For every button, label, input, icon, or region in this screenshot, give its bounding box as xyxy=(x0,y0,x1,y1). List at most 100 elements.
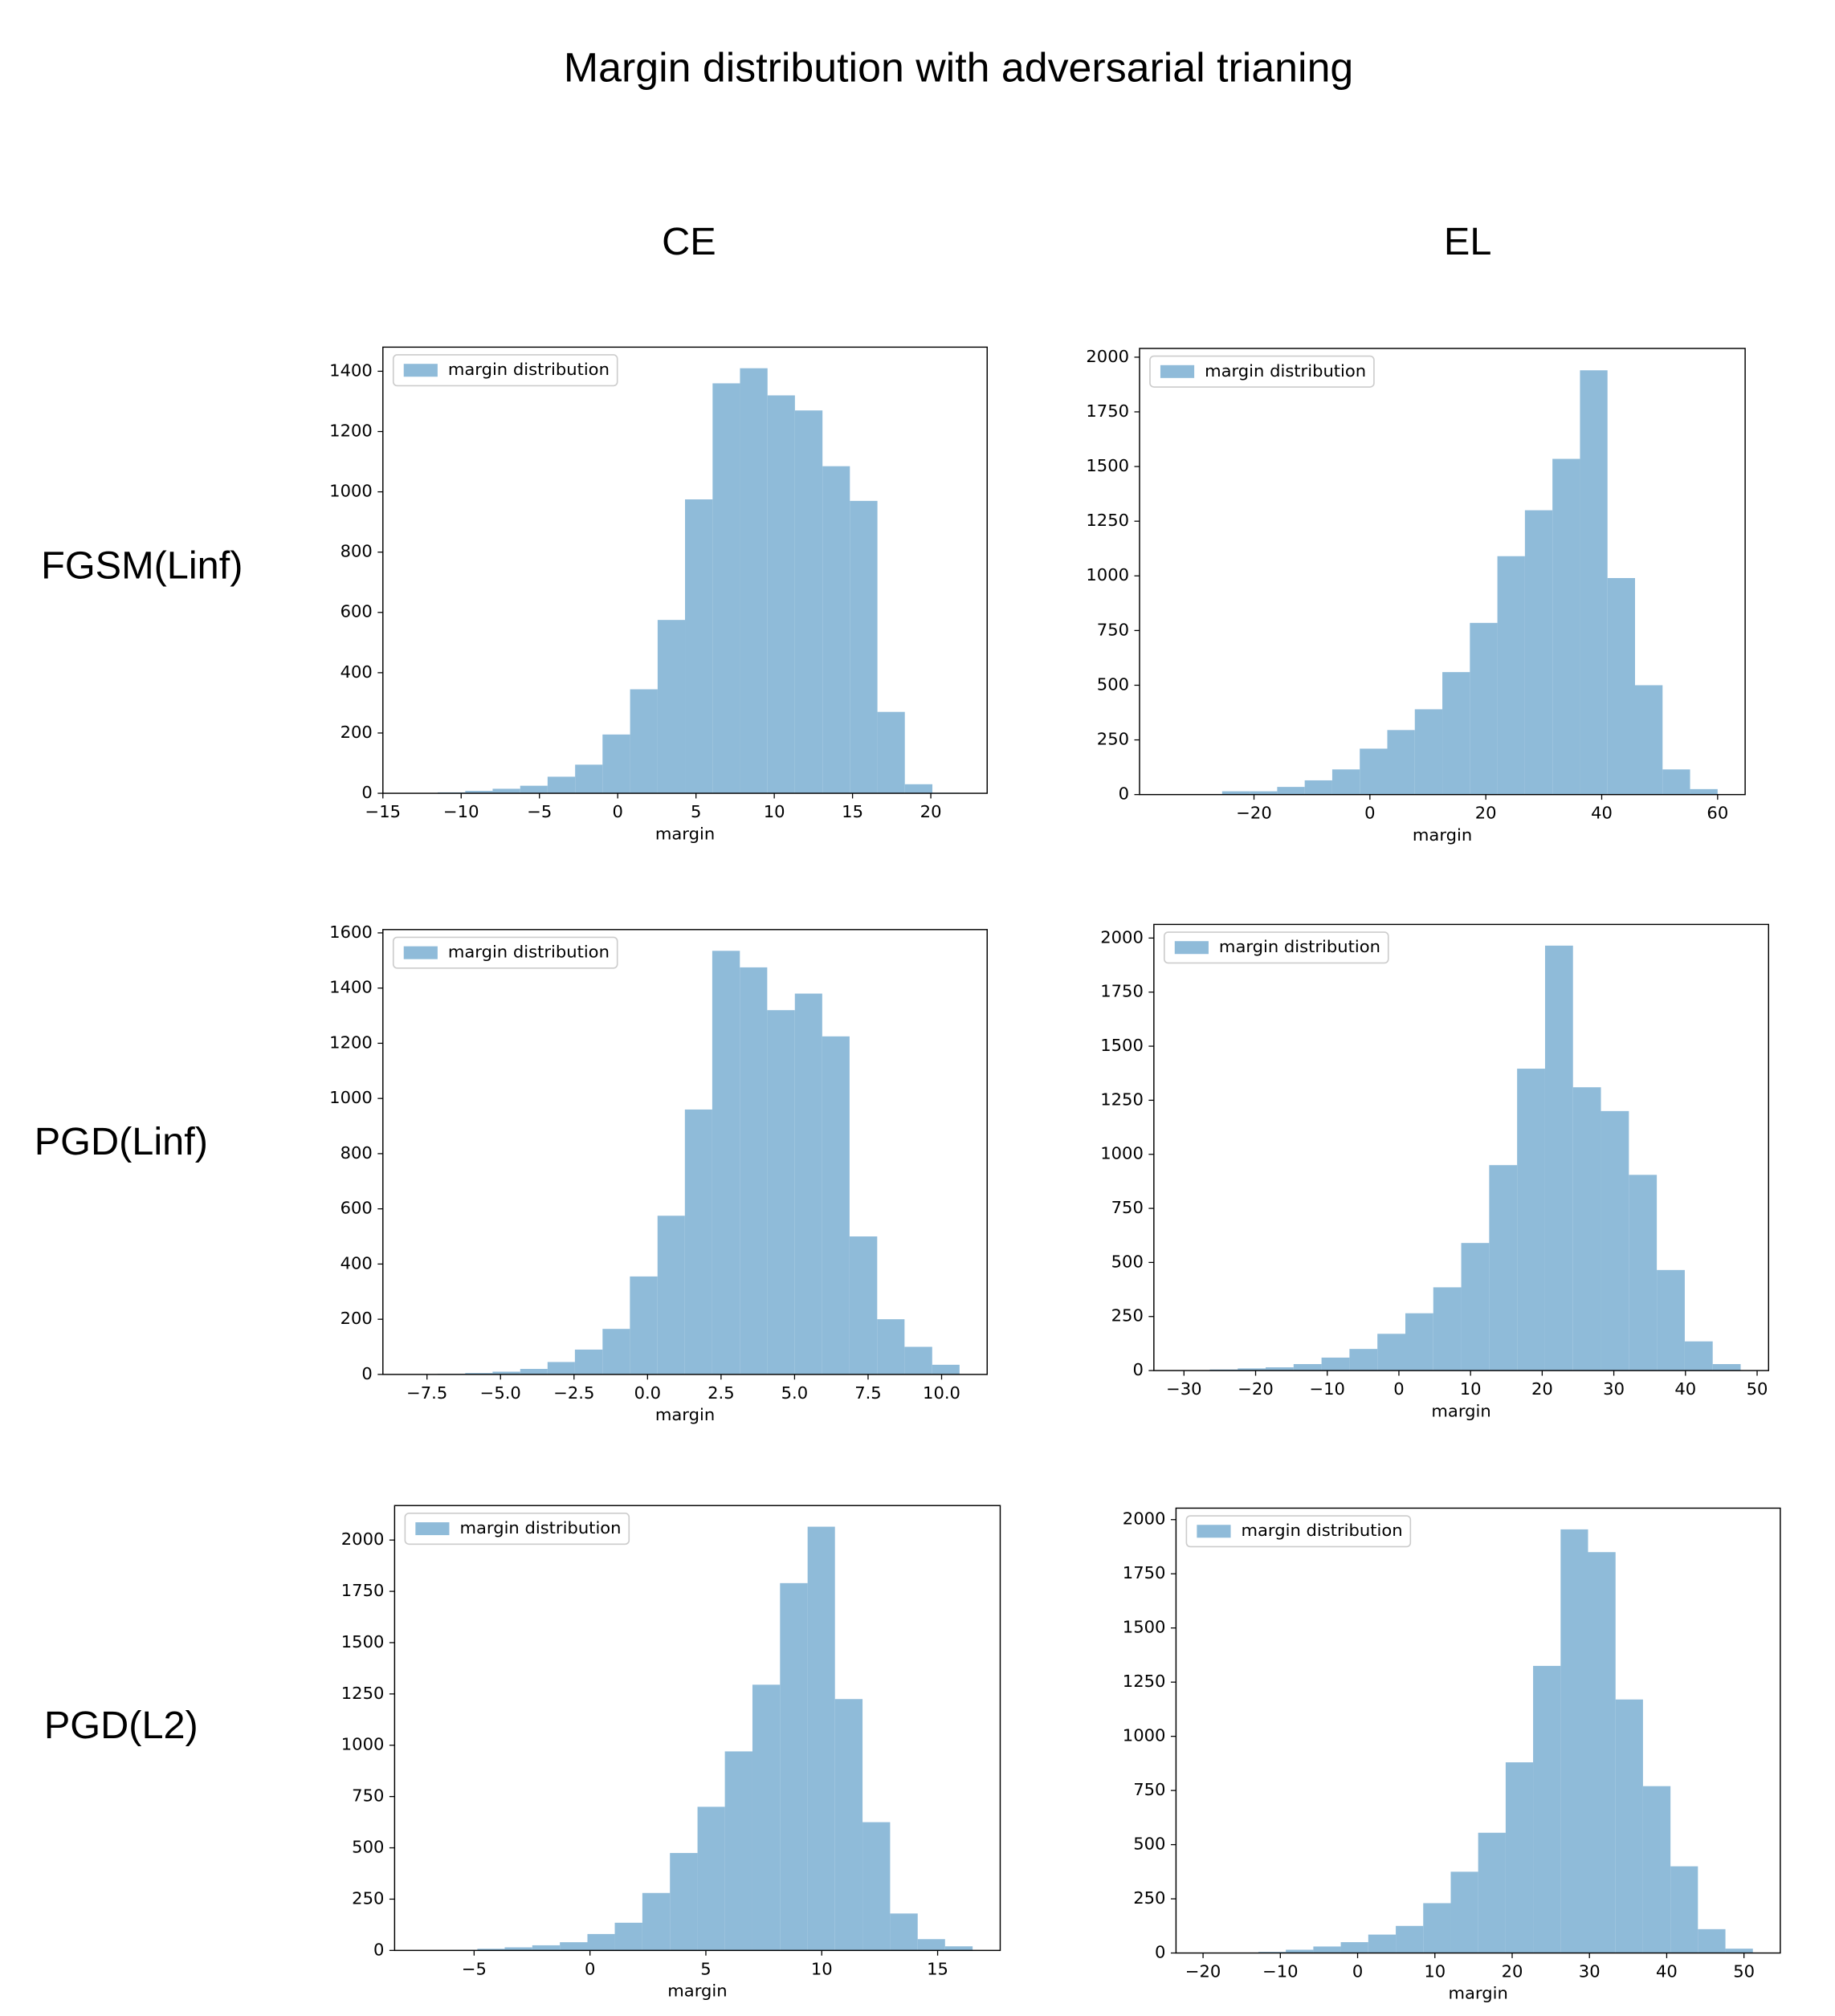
x-tick-label: −15 xyxy=(365,802,401,821)
histogram-bar xyxy=(670,1852,698,1951)
histogram-bar xyxy=(697,1806,725,1951)
y-tick-label: 200 xyxy=(340,1309,373,1328)
histogram-bar xyxy=(1414,709,1443,795)
y-tick-label: 1000 xyxy=(1086,565,1129,584)
y-tick-label: 750 xyxy=(1111,1198,1144,1217)
legend-swatch xyxy=(1160,365,1195,378)
legend-label: margin distribution xyxy=(1219,937,1380,956)
x-tick-label: 0 xyxy=(1393,1379,1404,1399)
histogram-bar xyxy=(849,1236,878,1375)
histogram-bar xyxy=(1552,458,1580,795)
y-tick-label: 200 xyxy=(340,723,373,742)
y-tick-label: 0 xyxy=(361,783,372,802)
x-tick-label: −10 xyxy=(1262,1962,1298,1981)
histogram-bar xyxy=(877,1319,905,1375)
y-tick-label: 1200 xyxy=(329,422,373,441)
histogram-bar xyxy=(1601,1110,1629,1371)
histogram-bar xyxy=(1588,1552,1616,1953)
x-tick-label: 0 xyxy=(1364,804,1375,823)
histogram-bar xyxy=(587,1933,615,1951)
x-tick-label: 40 xyxy=(1656,1962,1678,1981)
histogram-bar xyxy=(822,1036,850,1375)
y-tick-label: 1250 xyxy=(1123,1672,1166,1691)
x-tick-label: −20 xyxy=(1236,804,1271,823)
histogram-bar xyxy=(492,1371,520,1375)
row-label: FGSM(Linf) xyxy=(41,544,243,588)
y-tick-label: 0 xyxy=(1155,1943,1165,1962)
histogram-bar xyxy=(1489,1165,1518,1371)
axes-frame xyxy=(1175,1507,1781,1954)
histogram-bar xyxy=(724,1751,752,1951)
y-tick-label: 1500 xyxy=(1086,456,1129,475)
y-tick-label: 750 xyxy=(352,1786,384,1806)
legend-frame xyxy=(1149,355,1375,388)
histogram-bar xyxy=(1221,791,1250,795)
axes-frame xyxy=(382,346,988,794)
x-tick-label: 10 xyxy=(1460,1379,1482,1399)
histogram-bar xyxy=(1572,1087,1601,1371)
row-label: PGD(Linf) xyxy=(35,1120,208,1163)
legend-label: margin distribution xyxy=(1241,1521,1402,1540)
legend-swatch xyxy=(403,364,438,377)
legend-label: margin distribution xyxy=(1205,361,1366,381)
histogram-bar xyxy=(822,466,850,794)
histogram-bar xyxy=(1629,1175,1658,1371)
histogram-bar xyxy=(1517,1069,1545,1371)
column-header: CE xyxy=(662,220,716,263)
x-axis-label: margin xyxy=(1431,1401,1490,1420)
y-tick-label: 1250 xyxy=(1100,1089,1144,1109)
histogram-bar xyxy=(560,1942,588,1951)
histogram-bar xyxy=(1405,1313,1433,1371)
y-tick-label: 0 xyxy=(1119,784,1129,804)
histogram-bar xyxy=(1396,1925,1424,1953)
x-tick-label: 7.5 xyxy=(854,1383,882,1403)
y-tick-label: 1000 xyxy=(1123,1726,1166,1745)
histogram-bar xyxy=(1725,1949,1753,1953)
y-tick-label: 250 xyxy=(1097,730,1129,749)
legend-frame xyxy=(392,936,618,969)
histogram-bar xyxy=(1544,945,1573,1371)
histogram-bar xyxy=(1662,769,1690,795)
legend-swatch xyxy=(403,946,438,959)
histogram-bar xyxy=(1634,685,1663,795)
y-tick-label: 1500 xyxy=(341,1632,385,1651)
x-axis-label: margin xyxy=(655,1405,715,1424)
x-tick-label: −5 xyxy=(462,1959,487,1978)
histogram-bar xyxy=(944,1946,973,1951)
histogram-bar xyxy=(1670,1866,1698,1953)
histogram-bar xyxy=(477,1949,505,1951)
histogram-bar xyxy=(1657,1269,1685,1371)
histogram-bar xyxy=(1377,1334,1405,1371)
y-tick-label: 750 xyxy=(1133,1780,1165,1799)
histogram-bar xyxy=(1478,1832,1506,1953)
x-axis-label: margin xyxy=(667,1981,727,2001)
histogram-bar xyxy=(862,1822,891,1951)
histogram-bar xyxy=(1423,1903,1451,1953)
histogram-bar xyxy=(1349,1349,1378,1371)
histogram-bar xyxy=(1580,370,1608,795)
legend-swatch xyxy=(415,1522,450,1536)
histogram-bar xyxy=(794,993,822,1375)
axes-frame xyxy=(1139,348,1746,796)
y-tick-label: 1500 xyxy=(1123,1618,1166,1637)
y-tick-label: 1000 xyxy=(341,1735,385,1754)
histogram-bar xyxy=(1560,1529,1588,1953)
histogram-bar xyxy=(877,711,905,794)
y-tick-label: 1000 xyxy=(329,1088,373,1107)
x-tick-label: 15 xyxy=(927,1959,948,1978)
histogram-bar xyxy=(1684,1341,1713,1371)
histogram-bar xyxy=(1524,510,1553,795)
y-tick-label: 0 xyxy=(373,1940,384,1959)
histogram-bar xyxy=(1331,769,1360,795)
histogram-bar xyxy=(465,791,493,794)
histogram-bar xyxy=(547,776,576,794)
histogram-bar xyxy=(685,499,713,794)
y-tick-label: 1200 xyxy=(329,1033,373,1053)
histogram-bar xyxy=(1615,1699,1643,1953)
x-tick-label: 15 xyxy=(842,802,863,821)
histogram-bar xyxy=(1450,1871,1478,1953)
axes-frame xyxy=(394,1505,1001,1952)
x-tick-label: 40 xyxy=(1591,804,1613,823)
histogram-bar xyxy=(1277,787,1305,795)
y-tick-label: 400 xyxy=(340,662,373,682)
